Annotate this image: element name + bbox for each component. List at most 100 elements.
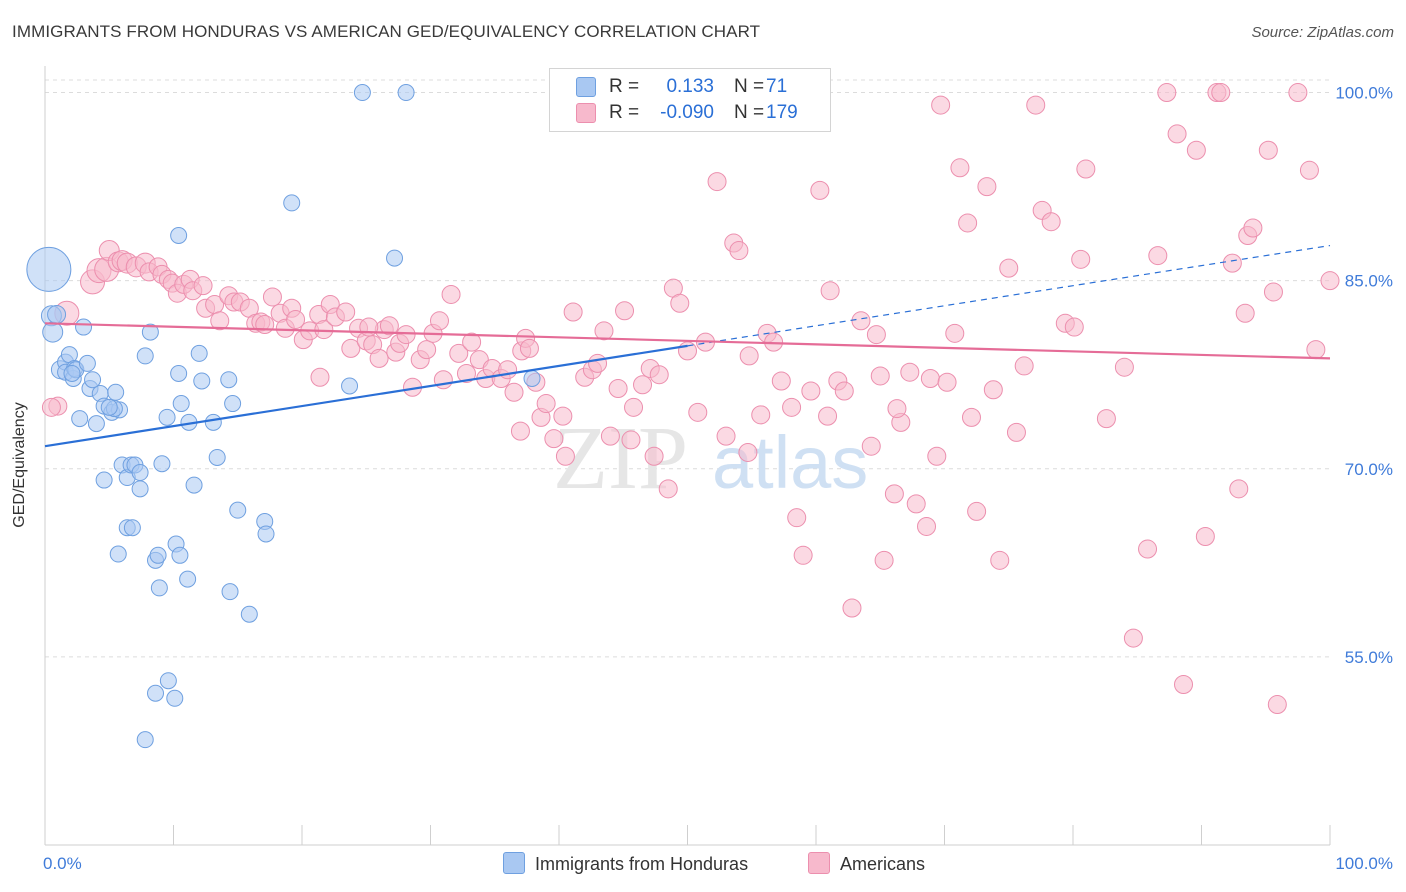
americans-point — [658, 479, 678, 499]
honduras-point — [341, 377, 359, 395]
americans-point — [900, 362, 920, 382]
americans-point — [1258, 140, 1278, 160]
americans-point — [884, 484, 904, 504]
honduras-point — [185, 476, 203, 494]
tick-labels: 55.0% 70.0% 85.0% 100.0% 0.0% 100.0% — [43, 84, 1393, 873]
honduras-point — [172, 395, 190, 413]
americans-point — [624, 397, 644, 417]
honduras-point — [42, 321, 64, 343]
americans-point — [834, 381, 854, 401]
americans-point — [449, 343, 469, 363]
americans-point — [801, 381, 821, 401]
americans-point — [536, 394, 556, 414]
americans-point — [417, 340, 437, 360]
legend-r-label: R = — [609, 76, 640, 97]
honduras-point — [63, 364, 81, 382]
americans-point — [1195, 526, 1215, 546]
americans-point — [594, 321, 614, 341]
americans-point — [1167, 124, 1187, 144]
bottom-legend-americans: Americans — [808, 852, 925, 875]
americans-point — [861, 436, 881, 456]
americans-point — [851, 311, 871, 331]
americans-point — [1288, 83, 1308, 103]
americans-point — [1299, 160, 1319, 180]
x-tick-label: 0.0% — [43, 854, 82, 873]
honduras-point — [123, 519, 141, 537]
americans-point — [1123, 628, 1143, 648]
americans-point — [615, 301, 635, 321]
honduras-point — [87, 415, 105, 433]
honduras-point — [523, 369, 541, 387]
honduras-point — [131, 480, 149, 498]
legend-r-label: R = — [609, 102, 640, 123]
americans-point — [1041, 212, 1061, 232]
honduras-point — [190, 344, 208, 362]
americans-point — [716, 426, 736, 446]
correlation-legend: R = 0.133 N = 71 R = -0.090 N = 179 — [549, 68, 831, 132]
watermark: ZIP atlas — [553, 409, 868, 508]
americans-point — [621, 430, 641, 450]
watermark-atlas: atlas — [712, 421, 868, 504]
honduras-point — [131, 464, 149, 482]
legend-row-americans: R = -0.090 N = 179 — [550, 100, 830, 126]
americans-point — [787, 508, 807, 528]
honduras-point — [147, 684, 165, 702]
honduras-point — [95, 471, 113, 489]
bottom-legend-swatch-americans — [808, 852, 830, 874]
americans-point — [945, 323, 965, 343]
americans-point — [1096, 409, 1116, 429]
honduras-trend-extension — [687, 244, 1331, 347]
americans-point — [441, 284, 461, 304]
americans-point — [310, 367, 330, 387]
y-tick-label: 100.0% — [1335, 84, 1393, 103]
honduras-point — [257, 525, 275, 543]
honduras-point — [220, 371, 238, 389]
honduras-point — [204, 413, 222, 431]
americans-point — [920, 368, 940, 388]
americans-point — [1148, 246, 1168, 266]
americans-point — [820, 281, 840, 301]
americans-point — [462, 332, 482, 352]
honduras-point — [149, 546, 167, 564]
americans-point — [950, 158, 970, 178]
americans-point — [751, 405, 771, 425]
legend-r-value: -0.090 — [660, 102, 714, 123]
honduras-point — [353, 84, 371, 102]
americans-point — [1076, 159, 1096, 179]
americans-point — [1114, 357, 1134, 377]
americans-point — [1263, 282, 1283, 302]
honduras-point — [136, 731, 154, 749]
americans-point — [608, 379, 628, 399]
americans-point — [917, 516, 937, 536]
americans-point — [286, 310, 306, 330]
legend-n-value: 71 — [766, 76, 788, 97]
americans-point — [649, 365, 669, 385]
americans-point — [336, 302, 356, 322]
americans-point — [707, 172, 727, 192]
americans-point — [262, 287, 282, 307]
americans-point — [1320, 271, 1340, 291]
americans-point — [1157, 83, 1177, 103]
honduras-point — [397, 84, 415, 102]
legend-n-value: 179 — [766, 102, 798, 123]
trend-lines — [44, 244, 1331, 448]
honduras-point — [78, 354, 96, 372]
americans-point — [1243, 218, 1263, 238]
honduras-point — [208, 448, 226, 466]
americans-point — [931, 95, 951, 115]
legend-swatch-honduras — [576, 77, 596, 97]
honduras-point — [84, 371, 102, 389]
americans-point — [967, 501, 987, 521]
americans-point — [341, 338, 361, 358]
bottom-legend-label-americans: Americans — [840, 854, 926, 874]
honduras-point — [153, 455, 171, 473]
americans-point — [314, 320, 334, 340]
americans-point — [519, 338, 539, 358]
honduras-point — [193, 372, 211, 390]
americans-point — [678, 341, 697, 361]
americans-point — [555, 446, 575, 466]
honduras-point — [170, 364, 188, 382]
y-tick-label: 70.0% — [1345, 460, 1393, 479]
americans-point — [738, 442, 758, 462]
